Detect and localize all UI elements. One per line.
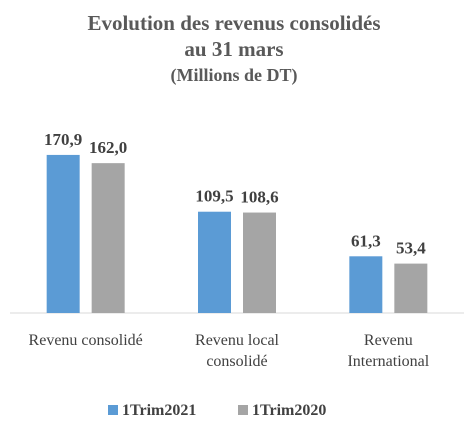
bar xyxy=(91,163,125,313)
bar xyxy=(394,263,428,313)
data-label: 170,9 xyxy=(44,130,82,149)
x-tick-label: Revenu local consolidé xyxy=(195,332,279,370)
x-tick-label: Revenu consolidé xyxy=(28,332,143,349)
data-label: 109,5 xyxy=(195,187,233,206)
legend-label: 1Trim2021 xyxy=(122,402,196,419)
x-tick-label: Revenu International xyxy=(347,332,430,370)
chart-title: Evolution des revenus consolidés au 31 m… xyxy=(87,11,381,61)
bar xyxy=(198,211,231,313)
bar xyxy=(243,212,276,313)
data-label: 162,0 xyxy=(89,138,127,157)
bar xyxy=(46,154,80,313)
data-label: 108,6 xyxy=(240,188,278,207)
data-label: 61,3 xyxy=(351,231,381,250)
bar xyxy=(349,256,383,313)
legend-label: 1Trim2020 xyxy=(252,402,326,419)
data-label: 53,4 xyxy=(396,239,426,258)
chart-subtitle: (Millions de DT) xyxy=(170,65,298,85)
legend-swatch xyxy=(238,405,248,415)
legend-swatch xyxy=(108,405,118,415)
